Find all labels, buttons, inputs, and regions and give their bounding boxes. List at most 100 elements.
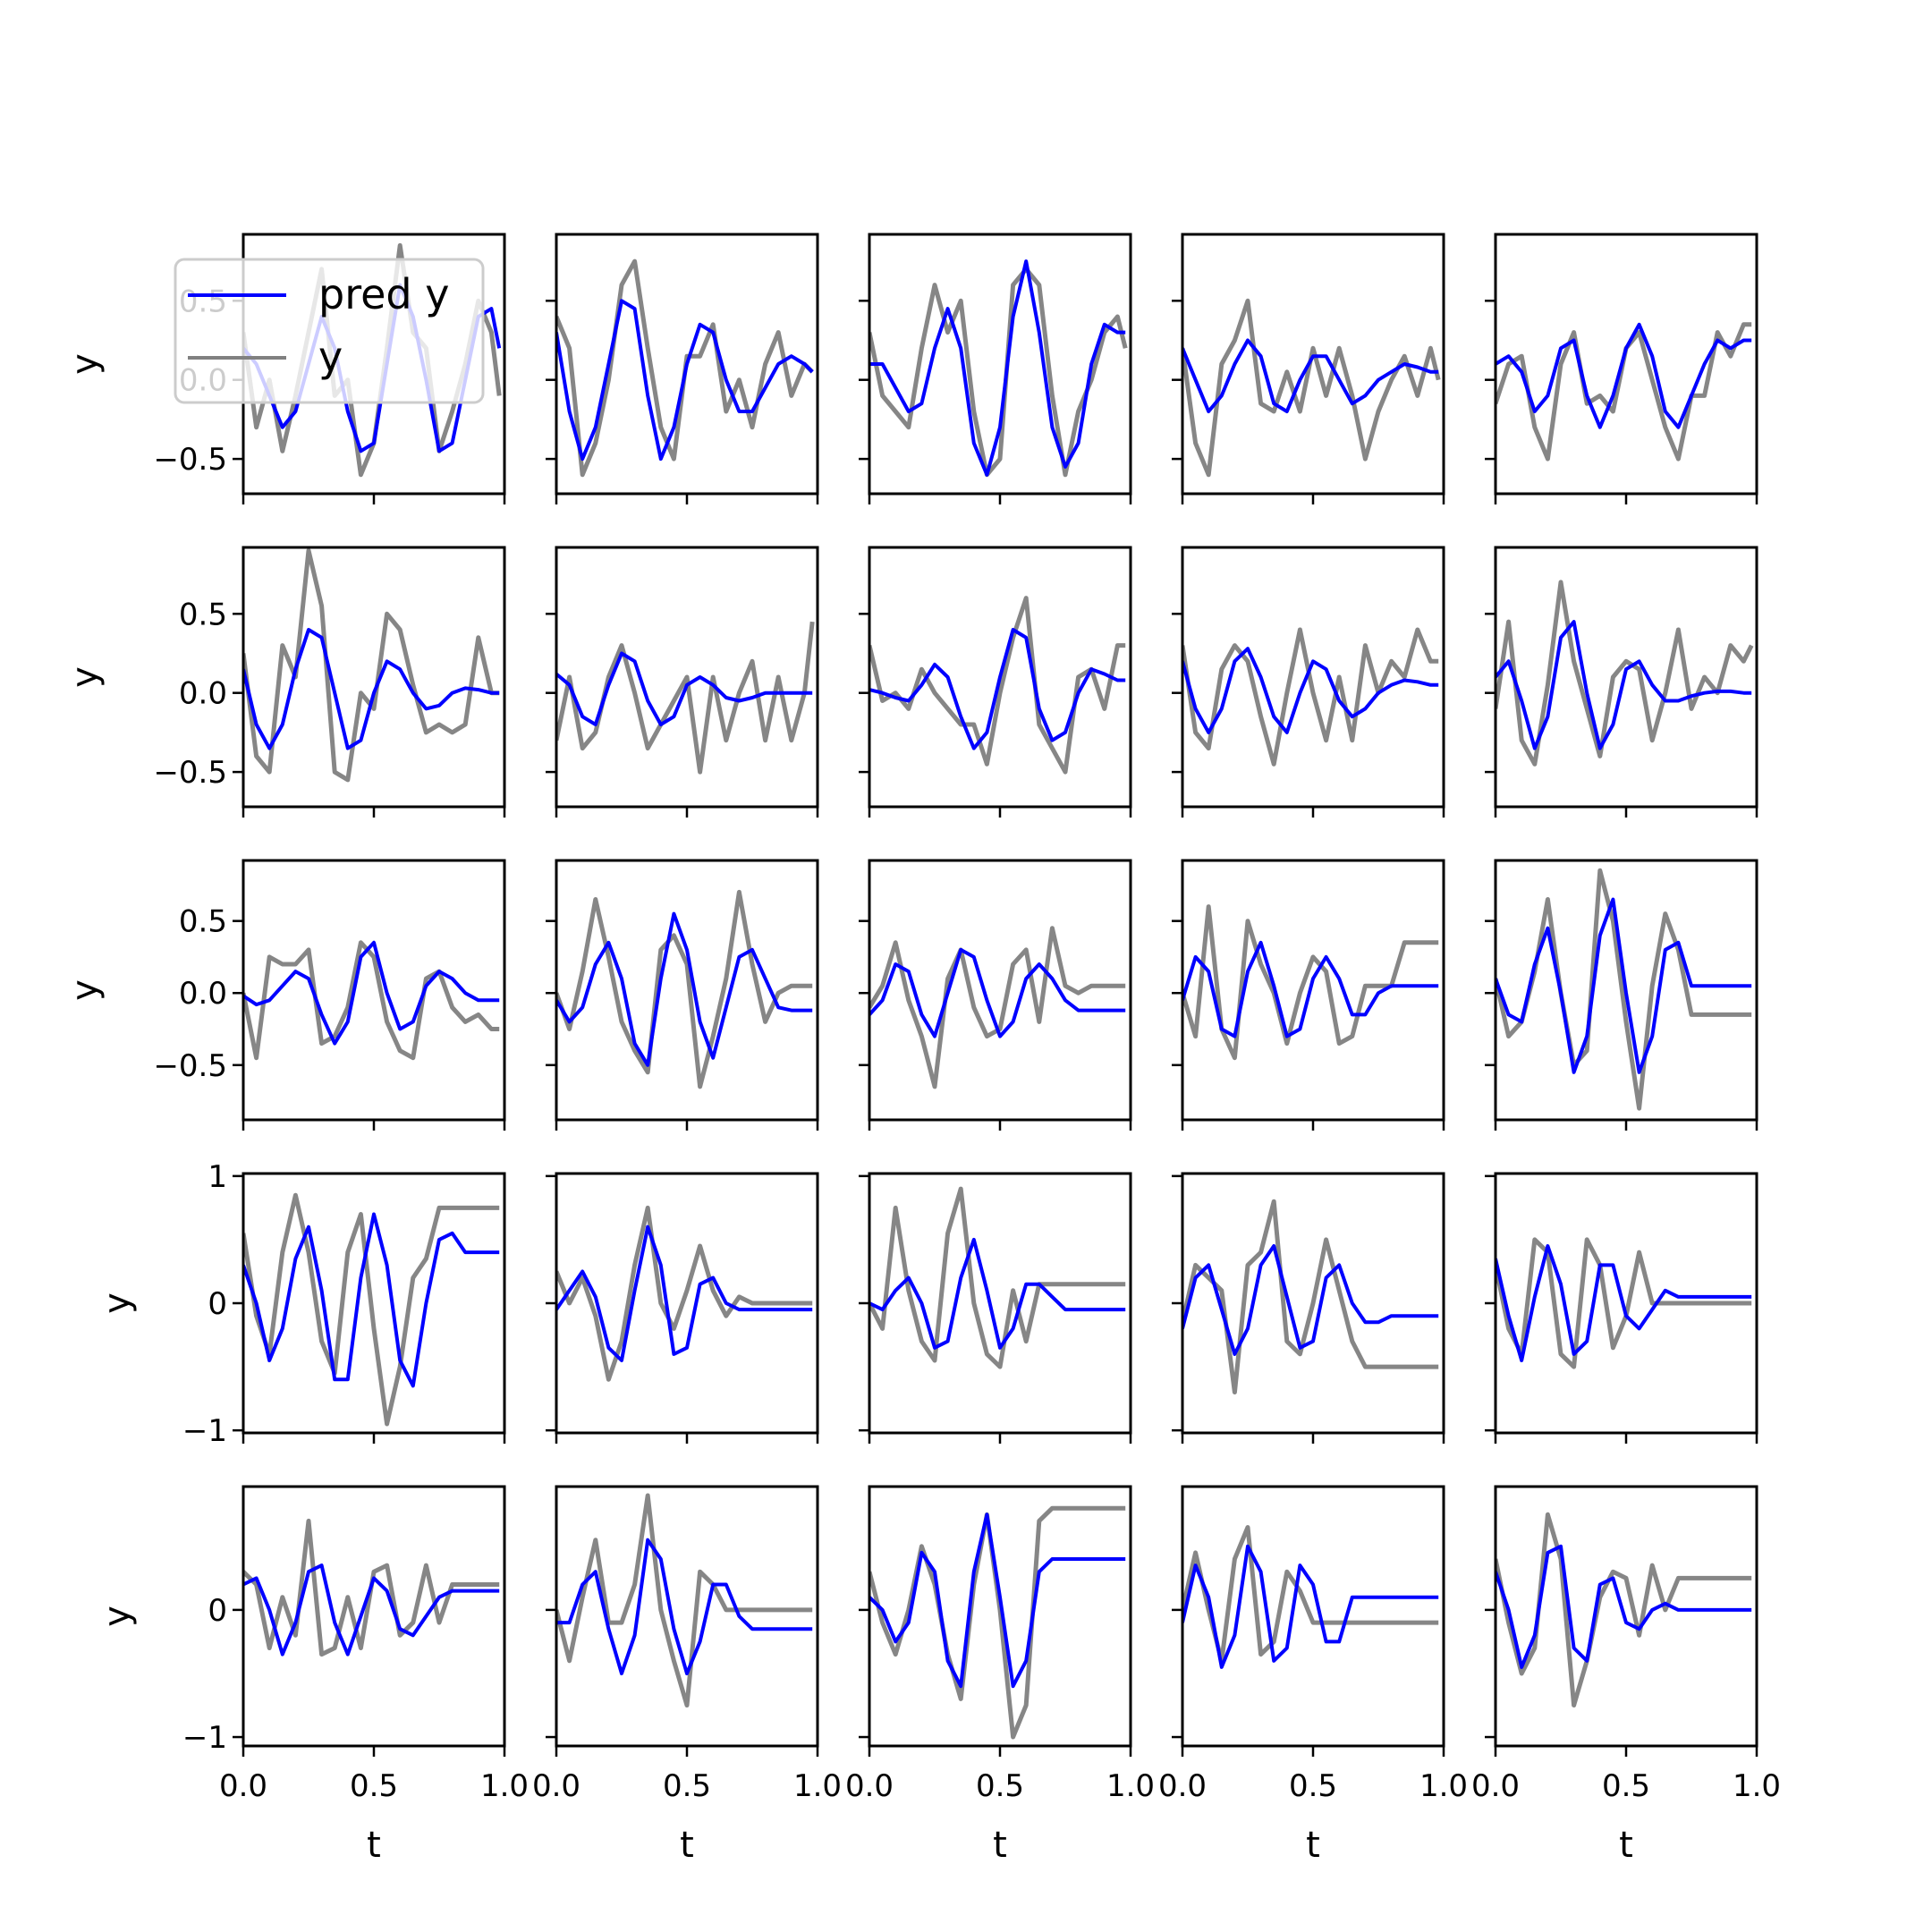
x-tick-label: 1.0 xyxy=(1733,1768,1781,1804)
y-axis-label: y xyxy=(64,979,106,1001)
y-tick-label: −0.5 xyxy=(153,755,227,791)
series-line-pred-r0-c4 xyxy=(1496,322,1752,429)
series-line-obs-r4-c0 xyxy=(243,1518,500,1657)
x-axis-label: t xyxy=(1619,1825,1633,1866)
series-line-pred-r4-c0 xyxy=(243,1563,500,1657)
series-line-obs-r2-c2 xyxy=(869,926,1126,1089)
panel-r4-c3: 0.0 0.5 1.0 t xyxy=(1158,1485,1468,1866)
panel-r2-c0: −0.5 0.0 0.5 y xyxy=(64,859,506,1131)
panel-r1-c2 xyxy=(859,546,1132,818)
legend-label-pred: pred y xyxy=(318,270,449,318)
series-line-pred-r3-c1 xyxy=(556,1224,813,1362)
panel-r4-c0: −1 0 0.0 0.5 1.0 y t xyxy=(97,1485,529,1866)
y-tick-label: 1 xyxy=(208,1159,227,1195)
series-line-pred-r2-c4 xyxy=(1496,897,1752,1074)
panel-r4-c2: 0.0 0.5 1.0 t xyxy=(845,1485,1155,1866)
panel-r3-c2 xyxy=(859,1172,1132,1444)
x-tick-label: 0.5 xyxy=(1289,1768,1337,1804)
panel-r1-c1 xyxy=(546,546,819,818)
panel-r0-c3 xyxy=(1172,233,1445,504)
x-tick-label: 0.5 xyxy=(350,1768,398,1804)
x-tick-label: 0.5 xyxy=(976,1768,1024,1804)
x-tick-label: 0.5 xyxy=(1602,1768,1650,1804)
y-axis-label: y xyxy=(97,1292,138,1314)
series-line-obs-r2-c3 xyxy=(1182,904,1439,1061)
series-line-pred-r0-c2 xyxy=(869,259,1126,477)
panel-r2-c4 xyxy=(1485,859,1758,1131)
panel-r4-c4: 0.0 0.5 1.0 t xyxy=(1471,1485,1781,1866)
series-line-pred-r3-c4 xyxy=(1496,1244,1752,1362)
series-line-pred-r4-c1 xyxy=(556,1538,813,1675)
series-line-pred-r2-c1 xyxy=(556,911,813,1067)
series-line-pred-r2-c3 xyxy=(1182,940,1439,1038)
series-line-pred-r1-c0 xyxy=(243,628,500,750)
series-line-pred-r4-c3 xyxy=(1182,1544,1439,1669)
y-tick-label: −1 xyxy=(182,1720,227,1756)
x-tick-label: 0.0 xyxy=(532,1768,580,1804)
panel-r3-c1 xyxy=(546,1172,819,1444)
panel-r2-c3 xyxy=(1172,859,1445,1131)
series-line-obs-r3-c1 xyxy=(556,1205,813,1382)
series-line-pred-r1-c4 xyxy=(1496,620,1752,750)
y-tick-label: 0 xyxy=(208,1286,227,1322)
y-tick-label: 0.5 xyxy=(179,597,227,632)
series-line-obs-r3-c2 xyxy=(869,1186,1126,1369)
y-tick-label: 0 xyxy=(208,1593,227,1629)
series-line-pred-r3-c0 xyxy=(243,1212,500,1388)
panel-r0-c2 xyxy=(859,233,1132,504)
series-line-obs-r0-c1 xyxy=(556,258,814,478)
series-line-pred-r4-c2 xyxy=(869,1513,1126,1689)
panel-r3-c4 xyxy=(1485,1172,1758,1444)
series-line-obs-r0-c3 xyxy=(1182,298,1441,478)
x-tick-label: 1.0 xyxy=(1419,1768,1468,1804)
panel-r2-c1 xyxy=(546,859,819,1131)
panel-r0-c1 xyxy=(546,233,819,504)
y-axis-label: y xyxy=(64,666,106,688)
series-line-obs-r4-c1 xyxy=(556,1493,813,1707)
panel-r1-c0: −0.5 0.0 0.5 y xyxy=(64,546,506,818)
panel-r1-c3 xyxy=(1172,546,1445,818)
x-tick-label: 0.0 xyxy=(845,1768,894,1804)
series-line-obs-r3-c0 xyxy=(243,1192,500,1427)
series-line-pred-r0-c1 xyxy=(556,299,814,462)
series-line-obs-r4-c2 xyxy=(869,1505,1126,1740)
series-line-pred-r1-c2 xyxy=(869,628,1126,750)
series-line-obs-r1-c0 xyxy=(243,548,500,783)
series-line-pred-r2-c0 xyxy=(243,940,500,1046)
y-tick-label: 0.5 xyxy=(179,904,227,940)
x-tick-label: 0.5 xyxy=(663,1768,711,1804)
panel-r1-c4 xyxy=(1485,546,1758,818)
series-line-pred-r1-c3 xyxy=(1182,647,1439,734)
panel-grid: −0.50.00.5y−0.50.00.5y−0.50.00.5y−101y−1… xyxy=(64,233,1781,1866)
x-axis-label: t xyxy=(993,1825,1007,1866)
legend: pred y y xyxy=(174,258,485,404)
panel-r4-c1: 0.0 0.5 1.0 t xyxy=(532,1485,842,1866)
x-axis-label: t xyxy=(680,1825,694,1866)
series-line-pred-r0-c3 xyxy=(1182,338,1439,413)
series-line-pred-r3-c3 xyxy=(1182,1244,1439,1356)
series-line-pred-r3-c2 xyxy=(869,1237,1126,1350)
series-line-obs-r2-c1 xyxy=(556,889,813,1089)
series-line-pred-r2-c2 xyxy=(869,947,1126,1038)
y-tick-label: −1 xyxy=(182,1413,227,1449)
y-tick-label: −0.5 xyxy=(153,442,227,478)
y-tick-label: −0.5 xyxy=(153,1048,227,1084)
series-line-obs-r1-c3 xyxy=(1182,627,1439,767)
x-axis-label: t xyxy=(367,1825,381,1866)
series-line-pred-r4-c4 xyxy=(1496,1544,1752,1669)
series-line-obs-r4-c3 xyxy=(1182,1525,1439,1664)
x-tick-label: 0.0 xyxy=(1471,1768,1520,1804)
series-line-pred-r1-c1 xyxy=(556,651,813,726)
legend-label-obs: y xyxy=(318,333,343,381)
x-tick-label: 1.0 xyxy=(793,1768,842,1804)
series-line-obs-r2-c0 xyxy=(243,940,500,1061)
panel-r3-c3 xyxy=(1172,1172,1445,1444)
panel-r2-c2 xyxy=(859,859,1132,1131)
panel-r3-c0: −1 0 1 y xyxy=(97,1159,506,1449)
x-tick-label: 0.0 xyxy=(219,1768,267,1804)
y-tick-label: 0.0 xyxy=(179,976,227,1012)
x-tick-label: 0.0 xyxy=(1158,1768,1207,1804)
y-axis-label: y xyxy=(97,1606,138,1627)
x-axis-label: t xyxy=(1306,1825,1320,1866)
